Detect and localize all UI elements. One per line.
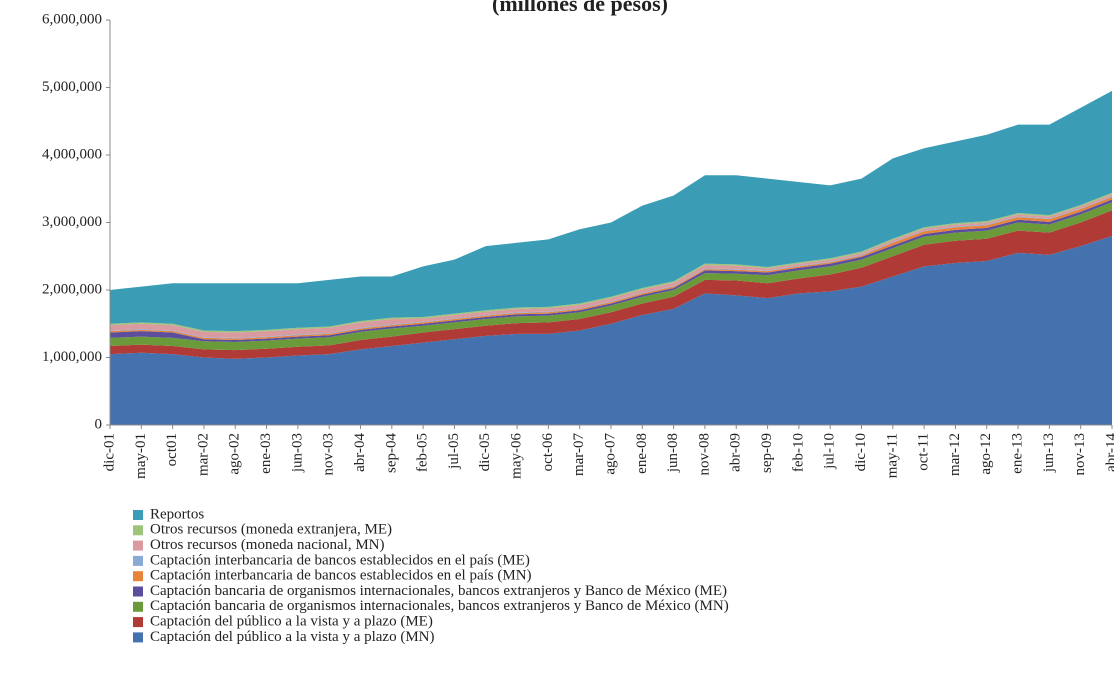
legend-swatch — [133, 586, 143, 597]
chart-title: (millones de pesos) — [492, 0, 668, 16]
legend-swatch — [133, 601, 143, 612]
x-tick-label: jun-03 — [289, 433, 305, 473]
y-tick-label: 4,000,000 — [42, 146, 102, 162]
legend-swatch — [133, 555, 143, 566]
x-tick-label: may-11 — [884, 433, 900, 478]
y-tick-label: 2,000,000 — [42, 281, 102, 297]
y-tick-label: 3,000,000 — [42, 214, 102, 230]
x-tick-label: dic-01 — [101, 433, 117, 471]
legend-label: Otros recursos (moneda extranjera, ME) — [150, 522, 392, 538]
legend-swatch — [133, 571, 143, 582]
x-tick-label: jul-05 — [446, 433, 462, 470]
x-tick-label: may-01 — [133, 433, 149, 479]
legend-swatch — [133, 525, 143, 536]
legend-swatch — [133, 632, 143, 643]
x-tick-label: mar-02 — [195, 433, 211, 476]
area — [110, 236, 1112, 425]
x-tick-label: ago-02 — [227, 433, 243, 475]
x-tick-label: jun-13 — [1041, 433, 1057, 473]
y-tick-label: 6,000,000 — [42, 11, 102, 27]
y-tick-label: 1,000,000 — [42, 349, 102, 365]
x-tick-label: feb-05 — [415, 433, 431, 472]
legend-label: Otros recursos (moneda nacional, MN) — [150, 537, 385, 553]
x-tick-label: sep-04 — [383, 433, 399, 473]
x-tick-label: abr-14 — [1103, 433, 1114, 472]
legend-swatch — [133, 540, 143, 551]
y-tick-label: 5,000,000 — [42, 79, 102, 95]
x-tick-label: sep-09 — [759, 433, 775, 473]
x-tick-label: oct01 — [164, 433, 180, 466]
area — [110, 90, 1112, 332]
x-tick-label: mar-12 — [947, 433, 963, 476]
x-tick-label: oct-06 — [540, 433, 556, 472]
x-tick-label: may-06 — [509, 433, 525, 479]
legend-label: Captación del público a la vista y a pla… — [150, 629, 435, 645]
x-tick-label: dic-05 — [477, 433, 493, 471]
x-tick-label: mar-07 — [571, 433, 587, 477]
legend-label: Captación del público a la vista y a pla… — [150, 614, 433, 630]
x-tick-label: ene-13 — [1010, 433, 1026, 474]
legend-label: Captación bancaria de organismos interna… — [150, 598, 729, 614]
x-tick-label: abr-09 — [728, 433, 744, 472]
legend-swatch — [133, 617, 143, 628]
x-tick-label: ago-12 — [978, 433, 994, 475]
x-tick-label: nov-08 — [696, 433, 712, 476]
x-tick-label: abr-04 — [352, 433, 368, 472]
x-tick-label: feb-10 — [790, 433, 806, 472]
legend-label: Captación interbancaria de bancos establ… — [150, 568, 532, 584]
x-tick-label: nov-13 — [1072, 433, 1088, 476]
x-tick-label: ene-03 — [258, 433, 274, 474]
x-tick-label: ene-08 — [634, 433, 650, 474]
x-tick-label: oct-11 — [916, 433, 932, 471]
x-tick-label: jun-08 — [665, 433, 681, 473]
x-tick-label: nov-03 — [321, 433, 337, 476]
legend-swatch — [133, 510, 143, 520]
legend-label: Reportos — [150, 506, 204, 522]
x-tick-label: ago-07 — [602, 433, 618, 475]
y-tick-label: 0 — [95, 416, 103, 432]
legend-label: Captación interbancaria de bancos establ… — [150, 552, 530, 568]
legend-label: Captación bancaria de organismos interna… — [150, 583, 727, 599]
x-tick-label: jul-10 — [822, 433, 838, 470]
x-tick-label: dic-10 — [853, 433, 869, 471]
